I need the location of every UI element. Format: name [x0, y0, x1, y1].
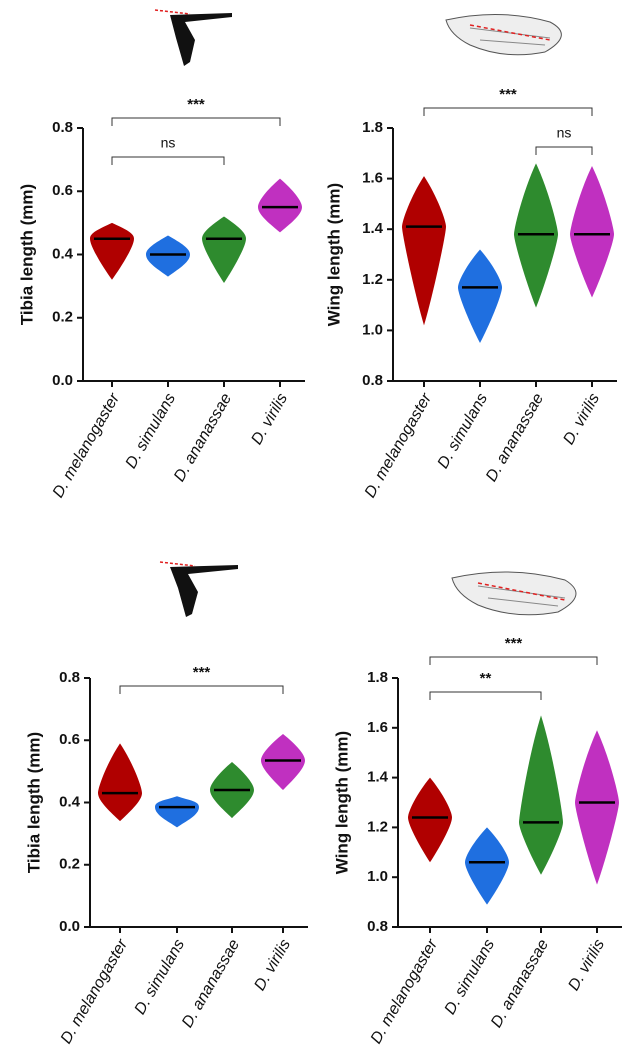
swarm [402, 176, 446, 326]
x-tick-label: D. melanogaster [58, 936, 132, 1047]
significance-bracket [111, 117, 281, 126]
y-tick-label: 1.4 [362, 220, 384, 237]
leg-icon [159, 561, 238, 617]
swarm [261, 734, 305, 791]
y-tick-label: 0.0 [59, 918, 80, 935]
x-tick-label: D. melanogaster [50, 390, 124, 501]
y-tick-label: 0.4 [59, 793, 81, 810]
y-tick-label: 0.2 [52, 309, 73, 326]
y-tick-label: 0.6 [52, 182, 73, 199]
x-tick-label: D. ananassae [179, 937, 243, 1031]
y-tick-label: 0.8 [362, 372, 383, 389]
y-tick-label: 1.0 [362, 321, 383, 338]
significance-label: ns [161, 135, 176, 151]
significance-bracket [535, 146, 593, 155]
x-tick-label: D. virilis [248, 391, 291, 448]
significance-label: *** [193, 664, 211, 681]
wing-icon [445, 13, 562, 56]
x-tick-label: D. simulans [442, 937, 499, 1018]
swarm [514, 163, 558, 308]
significance-bracket [111, 156, 225, 165]
swarm [519, 715, 563, 875]
swarm [465, 827, 509, 905]
x-tick-label: D. simulans [132, 937, 189, 1018]
y-tick-label: 0.6 [59, 731, 80, 748]
swarm [570, 165, 614, 298]
significance-bracket [429, 656, 598, 665]
x-tick-label: D. simulans [435, 391, 492, 472]
swarm [458, 249, 502, 344]
swarm [575, 730, 619, 885]
leg-icon [154, 9, 232, 66]
y-tick-label: 1.6 [362, 170, 383, 187]
y-tick-label: 1.2 [367, 818, 388, 835]
y-tick-label: 1.8 [362, 119, 383, 136]
y-tick-label: 1.4 [367, 769, 389, 786]
y-axis-label: Wing length (mm) [332, 731, 351, 874]
significance-bracket [429, 691, 542, 700]
y-tick-label: 0.8 [59, 669, 80, 686]
y-tick-label: 1.0 [367, 868, 388, 885]
x-tick-label: D. virilis [565, 937, 608, 994]
y-tick-label: 1.8 [367, 669, 388, 686]
y-axis-label: Wing length (mm) [324, 183, 343, 326]
significance-bracket [119, 685, 284, 694]
significance-label: *** [187, 96, 205, 113]
significance-label: *** [499, 86, 517, 103]
swarm [98, 743, 142, 822]
y-axis-label: Tibia length (mm) [17, 184, 36, 325]
x-tick-label: D. ananassae [483, 391, 547, 485]
significance-label: ** [480, 670, 492, 687]
swarm [90, 222, 134, 280]
y-tick-label: 1.6 [367, 719, 388, 736]
y-tick-label: 1.2 [362, 271, 383, 288]
y-tick-label: 0.4 [52, 245, 74, 262]
y-tick-label: 0.8 [367, 918, 388, 935]
swarm [155, 796, 199, 828]
y-tick-label: 0.0 [52, 372, 73, 389]
x-tick-label: D. simulans [123, 391, 180, 472]
y-tick-label: 0.8 [52, 119, 73, 136]
x-tick-label: D. melanogaster [362, 390, 436, 501]
swarm [202, 216, 246, 283]
significance-label: *** [505, 635, 523, 652]
x-tick-label: D. ananassae [488, 937, 552, 1031]
y-tick-label: 0.2 [59, 856, 80, 873]
x-tick-label: D. virilis [560, 391, 603, 448]
swarm [258, 178, 302, 233]
significance-bracket [423, 107, 593, 116]
x-tick-label: D. melanogaster [368, 936, 442, 1047]
swarm [146, 235, 190, 277]
swarm [408, 777, 452, 863]
x-tick-label: D. virilis [251, 937, 294, 994]
y-axis-label: Tibia length (mm) [24, 732, 43, 873]
significance-label: ns [557, 125, 572, 141]
wing-icon [451, 571, 577, 616]
x-tick-label: D. ananassae [171, 391, 235, 485]
